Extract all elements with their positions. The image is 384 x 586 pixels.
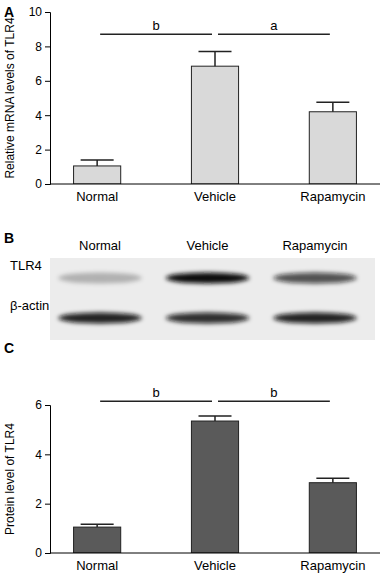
bar — [191, 421, 238, 553]
lane-label: Normal — [79, 238, 121, 253]
y-axis-line — [45, 13, 51, 185]
y-tick-label: 0 — [35, 177, 42, 191]
bands — [58, 273, 357, 324]
x-tick-label: Normal — [76, 189, 118, 204]
y-tick-mark — [45, 150, 50, 151]
x-axis-line — [50, 553, 380, 554]
panel-letter: C — [4, 340, 14, 356]
x-tick-label: Rapamycin — [300, 189, 365, 204]
bar — [191, 66, 238, 184]
y-tick: 0 — [35, 177, 50, 191]
plot-area — [74, 52, 357, 184]
y-tick-label: 8 — [35, 40, 42, 54]
significance-line — [218, 401, 330, 403]
bar — [309, 112, 356, 184]
y-tick-mark — [45, 115, 50, 116]
y-tick-label: 0 — [35, 546, 42, 560]
y-tick-label: 2 — [35, 143, 42, 157]
y-tick-mark — [45, 504, 50, 505]
y-tick: 4 — [35, 109, 50, 123]
x-tick: Normal — [76, 558, 118, 573]
y-tick: 4 — [35, 448, 50, 462]
y-tick-mark — [45, 81, 50, 82]
y-tick-label: 4 — [35, 448, 42, 462]
x-tick: Vehicle — [194, 558, 236, 573]
error-bar — [81, 524, 114, 527]
band — [273, 313, 357, 324]
y-tick-mark — [45, 454, 50, 455]
bar — [74, 166, 121, 184]
significance-label: b — [152, 18, 159, 33]
x-tick: Normal — [76, 189, 118, 204]
y-tick-mark — [45, 405, 50, 406]
panel: A0246810NormalVehicleRapamycinRelative m… — [3, 4, 380, 204]
error-bar — [316, 102, 349, 111]
x-tick-label: Vehicle — [194, 189, 236, 204]
band — [166, 273, 250, 284]
x-tick-label: Vehicle — [194, 558, 236, 573]
panel: B Normal Vehicle Rapamycin TLR4 β-actin — [4, 230, 375, 340]
significance-label: a — [270, 18, 278, 33]
significance-label: b — [270, 385, 277, 400]
x-tick-label: Normal — [76, 558, 118, 573]
error-bar — [199, 52, 232, 67]
x-tick: Rapamycin — [300, 189, 365, 204]
row-label: β-actin — [10, 298, 49, 313]
lane-label: Vehicle — [187, 238, 229, 253]
band — [58, 273, 142, 284]
y-axis: 0 2 4 6 8 10 — [29, 5, 51, 191]
significance-line — [218, 34, 330, 36]
band — [166, 313, 250, 324]
y-tick: 6 — [35, 74, 50, 88]
y-tick-label: 4 — [35, 109, 42, 123]
band — [273, 273, 357, 284]
y-axis-line — [45, 406, 51, 554]
x-axis: Normal Vehicle Rapamycin — [50, 553, 380, 573]
y-tick-mark — [45, 46, 50, 47]
row-label: TLR4 — [10, 258, 42, 273]
y-tick: 6 — [35, 398, 50, 412]
x-tick: Rapamycin — [300, 558, 365, 573]
x-axis: Normal Vehicle Rapamycin — [50, 184, 380, 204]
x-axis-line — [50, 184, 380, 185]
significance-line — [100, 401, 212, 403]
bar — [74, 527, 121, 553]
lane-label: Rapamycin — [282, 238, 347, 253]
figure: A0246810NormalVehicleRapamycinRelative m… — [0, 0, 384, 586]
significance-label: b — [152, 385, 159, 400]
y-tick: 0 — [35, 546, 50, 560]
y-axis-title: Protein level of TLR4 — [3, 423, 17, 535]
y-tick-label: 10 — [29, 5, 43, 19]
y-tick-mark — [45, 12, 50, 13]
y-tick-mark — [45, 184, 50, 185]
error-bar — [316, 478, 349, 482]
significance-line — [100, 34, 212, 36]
error-bar — [199, 416, 232, 421]
band — [58, 313, 142, 324]
y-tick-label: 6 — [35, 398, 42, 412]
bar — [309, 483, 356, 553]
x-tick: Vehicle — [194, 189, 236, 204]
y-axis: 0 2 4 6 — [35, 398, 50, 560]
panel-letter: B — [4, 230, 14, 246]
y-tick: 8 — [35, 40, 50, 54]
error-bar — [81, 160, 114, 166]
x-tick-label: Rapamycin — [300, 558, 365, 573]
y-tick: 2 — [35, 497, 50, 511]
plot-area — [74, 416, 357, 553]
y-tick-label: 2 — [35, 497, 42, 511]
y-tick: 2 — [35, 143, 50, 157]
panel: C 0 2 4 6 Normal Vehicle Rapamycin Protein level… — [3, 340, 380, 573]
y-tick-label: 6 — [35, 74, 42, 88]
y-tick: 10 — [29, 5, 50, 19]
blot-membrane — [50, 258, 375, 340]
y-axis-title: Relative mRNA levels of TLR4 — [3, 17, 17, 179]
y-tick-mark — [45, 553, 50, 554]
